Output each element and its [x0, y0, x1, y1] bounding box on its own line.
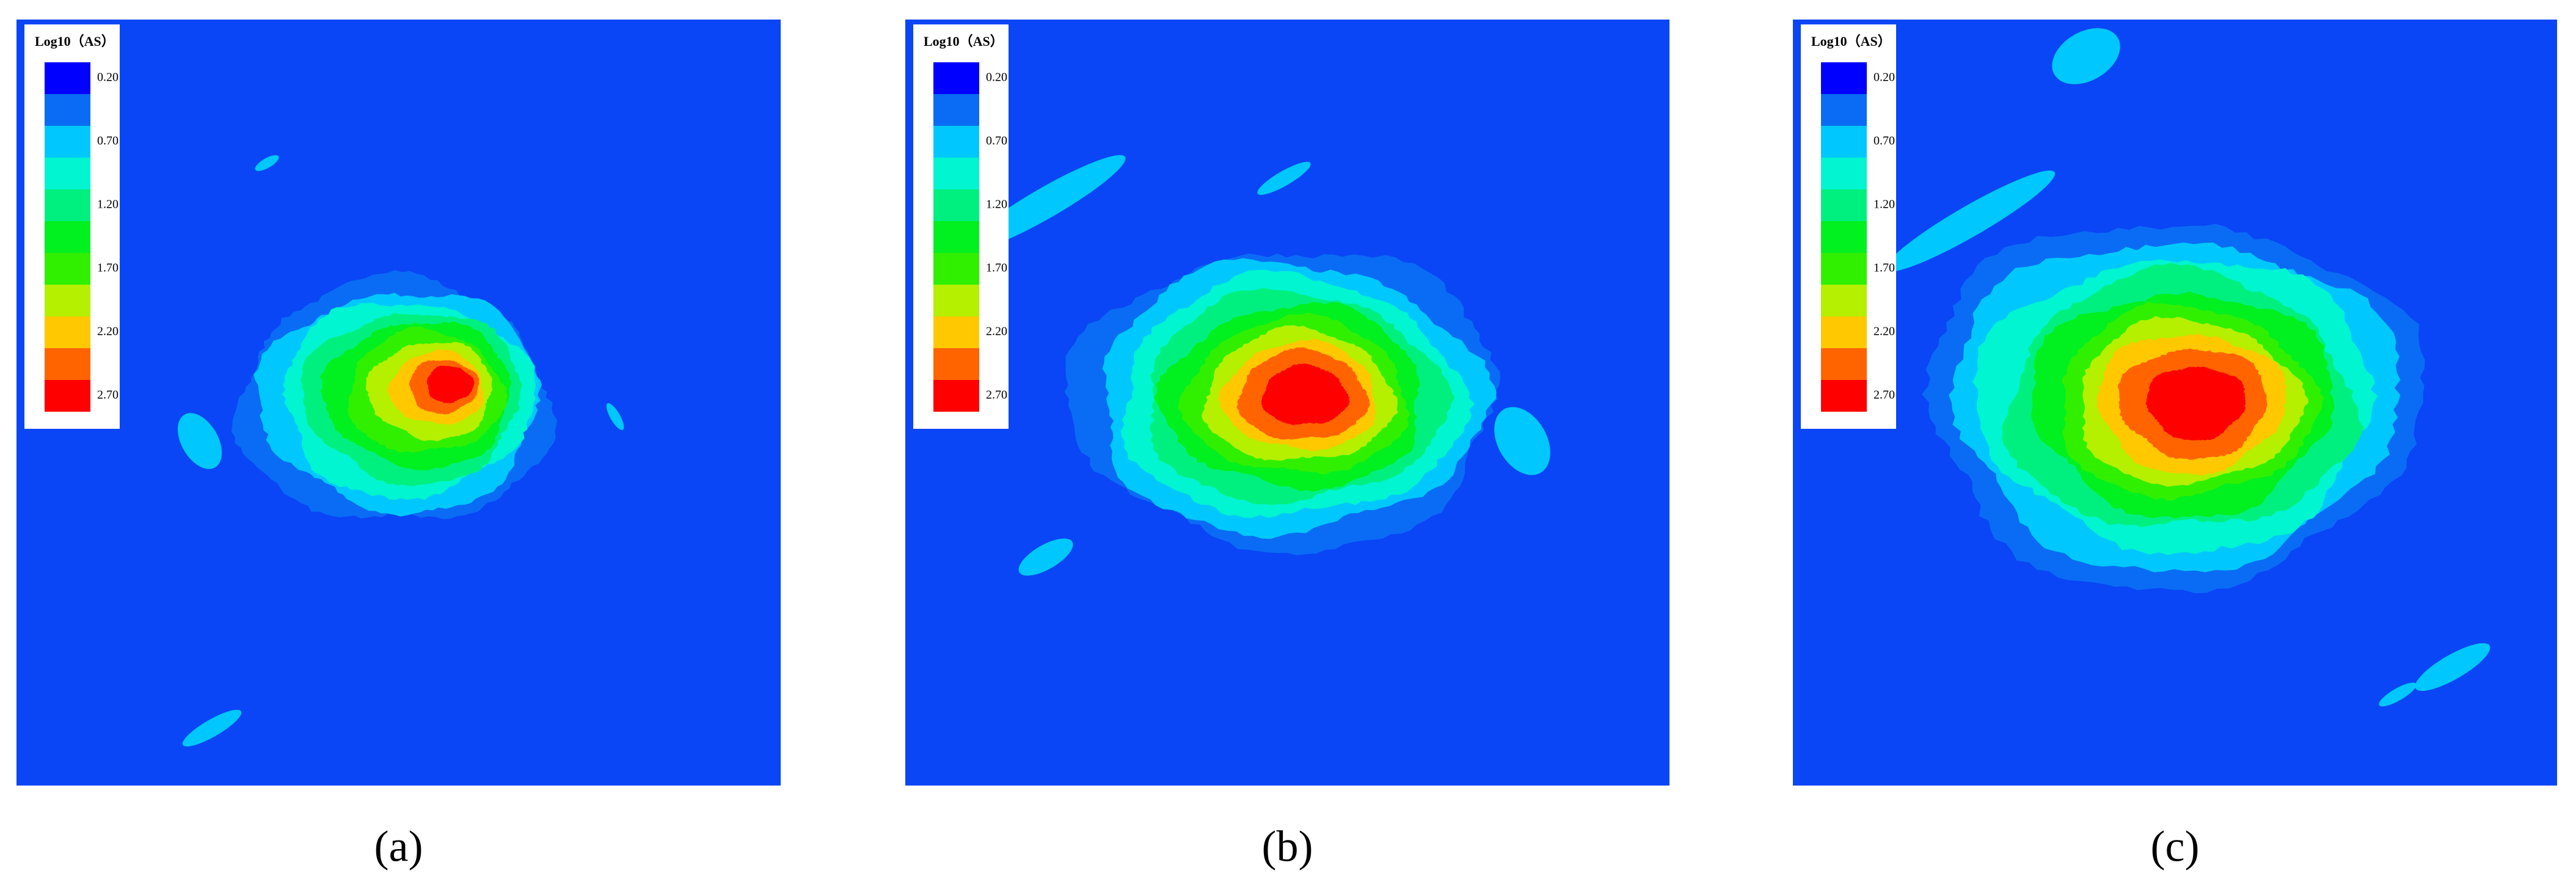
legend-swatch — [933, 253, 979, 285]
legend-label: 2.70 — [97, 388, 119, 402]
contour-fragment — [1494, 407, 1550, 475]
legend-label: 1.20 — [986, 198, 1007, 211]
legend-swatch — [45, 253, 90, 285]
legend-label: 1.70 — [97, 261, 119, 275]
panel: Log10（AS） 0.20 0.70 1.20 1.70 2.20 2.70 — [1793, 20, 2557, 786]
legend-swatch — [45, 316, 90, 348]
legend-swatch — [1821, 221, 1867, 253]
legend-swatch — [1821, 62, 1867, 94]
panel: Log10（AS） 0.20 0.70 1.20 1.70 2.20 2.70 — [16, 20, 781, 786]
legend-title: Log10（AS） — [1811, 34, 1891, 49]
legend-swatch — [45, 158, 90, 189]
legend: Log10（AS） 0.20 0.70 1.20 1.70 2.20 2.70 — [24, 24, 120, 429]
legend-title: Log10（AS） — [924, 34, 1004, 49]
contour-fragment — [2379, 682, 2417, 707]
legend-label: 2.20 — [97, 325, 119, 338]
legend-swatch — [1821, 189, 1867, 221]
caption: (b) — [1262, 822, 1313, 871]
legend-label: 0.70 — [97, 134, 119, 148]
legend-label: 1.70 — [986, 261, 1007, 275]
legend-label: 0.70 — [1874, 134, 1895, 148]
legend-swatch — [1821, 316, 1867, 348]
contour-fragment — [2052, 28, 2120, 84]
legend-swatch — [933, 316, 979, 348]
legend-swatch — [933, 94, 979, 126]
legend-swatch — [45, 348, 90, 380]
legend-swatch — [45, 189, 90, 221]
legend-swatch — [45, 285, 90, 316]
legend-swatch — [933, 189, 979, 221]
legend-swatch — [45, 221, 90, 253]
legend-swatch — [45, 94, 90, 126]
legend-swatch — [1821, 94, 1867, 126]
legend-swatch — [933, 62, 979, 94]
legend: Log10（AS） 0.20 0.70 1.20 1.70 2.20 2.70 — [1801, 24, 1896, 429]
legend-label: 1.70 — [1874, 261, 1895, 275]
contour-fragment — [2415, 643, 2490, 691]
legend-title: Log10（AS） — [35, 34, 115, 49]
caption: (a) — [374, 822, 423, 871]
legend-label: 1.20 — [1874, 198, 1895, 211]
legend-swatch — [933, 348, 979, 380]
contour-fragment — [177, 413, 222, 469]
legend-label: 0.70 — [986, 134, 1007, 148]
legend-swatch — [933, 221, 979, 253]
legend-swatch — [933, 285, 979, 316]
legend-swatch — [933, 126, 979, 158]
legend-swatch — [933, 158, 979, 189]
contour-level — [2145, 367, 2246, 440]
legend-swatch — [1821, 126, 1867, 158]
legend: Log10（AS） 0.20 0.70 1.20 1.70 2.20 2.70 — [913, 24, 1009, 429]
legend-swatch — [45, 62, 90, 94]
legend-label: 2.20 — [986, 325, 1007, 338]
legend-swatch — [45, 126, 90, 158]
legend-label: 1.20 — [97, 198, 119, 211]
contour-fragment — [1018, 538, 1073, 576]
legend-swatch — [45, 380, 90, 412]
contour-fragment — [255, 155, 279, 171]
contour-fragment — [1257, 161, 1311, 195]
legend-label: 2.70 — [986, 388, 1007, 402]
legend-label: 0.20 — [986, 71, 1007, 84]
legend-label: 0.20 — [97, 71, 119, 84]
legend-label: 2.20 — [1874, 325, 1895, 338]
contour-fragment — [606, 403, 624, 431]
caption: (c) — [2151, 822, 2200, 871]
legend-swatch — [933, 380, 979, 412]
contour-fragment — [1885, 170, 2056, 272]
legend-swatch — [1821, 285, 1867, 316]
legend-swatch — [1821, 380, 1867, 412]
legend-swatch — [1821, 253, 1867, 285]
legend-label: 0.20 — [1874, 71, 1895, 84]
legend-swatch — [1821, 158, 1867, 189]
legend-label: 2.70 — [1874, 388, 1895, 402]
contour-level — [426, 365, 475, 404]
legend-swatch — [1821, 348, 1867, 380]
panel: Log10（AS） 0.20 0.70 1.20 1.70 2.20 2.70 — [905, 20, 1669, 786]
contour-level — [1261, 363, 1350, 425]
contour-fragment — [182, 709, 242, 747]
